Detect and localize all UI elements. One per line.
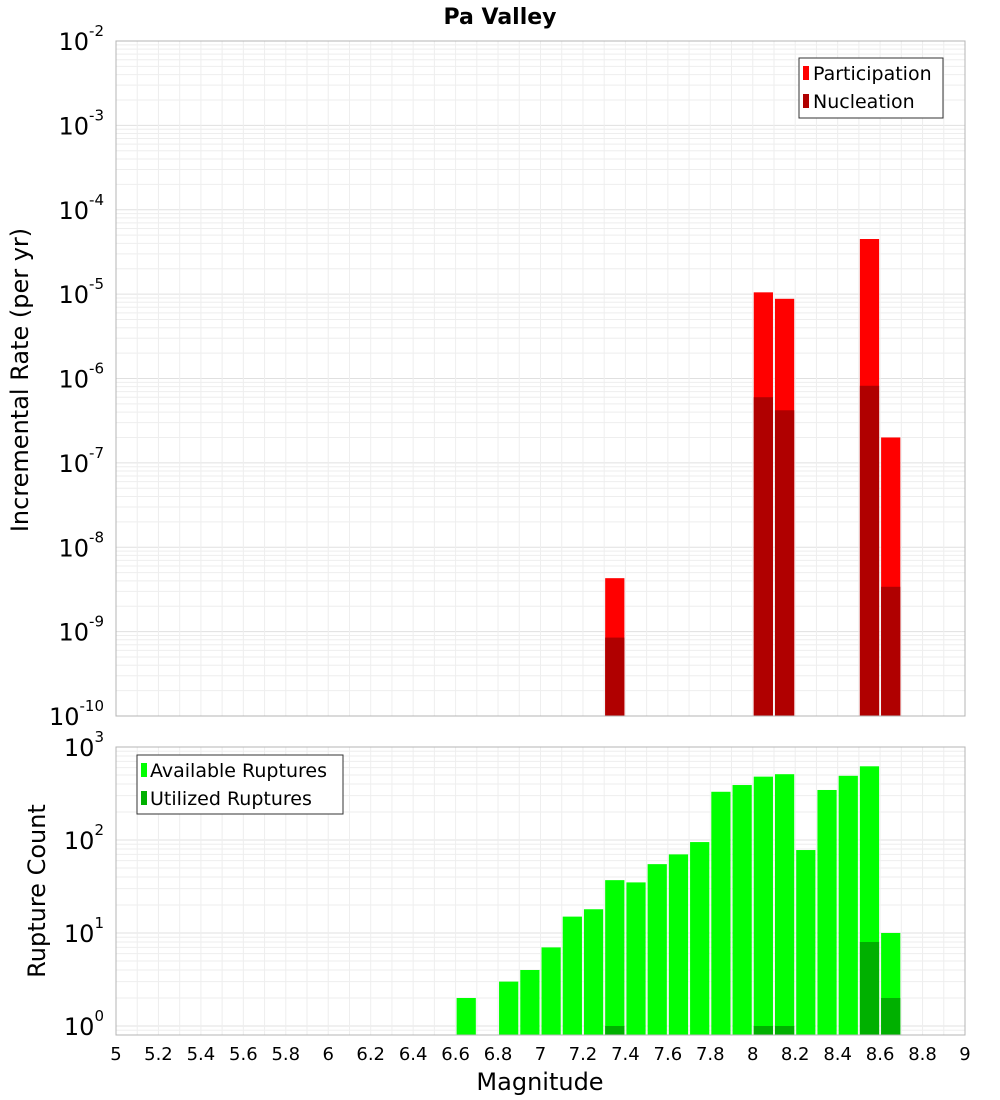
legend-swatch-available bbox=[141, 763, 147, 777]
x-tick-label: 7 bbox=[535, 1044, 546, 1065]
x-tick-label: 7.4 bbox=[611, 1044, 640, 1065]
x-tick-label: 5.4 bbox=[187, 1044, 216, 1065]
top-grid bbox=[115, 40, 966, 717]
bottom-y-tick-labels: 100 101 102 103 bbox=[64, 728, 104, 1041]
available-ruptures-bar bbox=[626, 882, 646, 1035]
available-ruptures-bar bbox=[690, 842, 710, 1035]
legend-swatch-participation bbox=[803, 66, 809, 80]
x-tick-label: 5.2 bbox=[144, 1044, 173, 1065]
y-tick-label: 10-2 bbox=[58, 22, 104, 56]
y-tick-label: 102 bbox=[64, 821, 104, 855]
x-tick-label: 8.8 bbox=[908, 1044, 937, 1065]
x-tick-label: 9 bbox=[959, 1044, 970, 1065]
utilized-ruptures-bar bbox=[774, 1025, 795, 1035]
bottom-legend-box bbox=[136, 754, 344, 815]
x-tick-label: 5 bbox=[110, 1044, 121, 1065]
legend-label-participation: Participation bbox=[813, 63, 932, 85]
available-ruptures-bar bbox=[456, 997, 476, 1035]
y-tick-label: 10-10 bbox=[49, 697, 104, 731]
x-tick-label: 6.2 bbox=[356, 1044, 385, 1065]
available-ruptures-bar bbox=[753, 776, 773, 1035]
utilized-ruptures-bar bbox=[605, 1025, 625, 1035]
available-ruptures-bar bbox=[605, 880, 625, 1035]
nucleation-bar bbox=[859, 385, 880, 716]
bottom-legend: Available Ruptures Utilized Ruptures bbox=[136, 754, 344, 815]
y-tick-label: 103 bbox=[64, 728, 104, 762]
legend-swatch-nucleation bbox=[803, 94, 809, 108]
available-ruptures-bar bbox=[817, 789, 837, 1035]
legend-swatch-utilized bbox=[141, 791, 147, 805]
nucleation-bar bbox=[774, 410, 795, 716]
y-tick-label: 100 bbox=[64, 1007, 104, 1041]
x-tick-label: 7.8 bbox=[696, 1044, 725, 1065]
y-tick-label: 101 bbox=[64, 914, 104, 948]
available-ruptures-bar bbox=[711, 791, 731, 1035]
available-ruptures-bar bbox=[520, 969, 540, 1035]
top-y-tick-labels: 10-10 10-9 10-8 10-7 10-6 10-5 10-4 10-3 10-2 bbox=[49, 22, 104, 731]
x-tick-label: 6.8 bbox=[484, 1044, 513, 1065]
top-legend: Participation Nucleation bbox=[798, 57, 944, 119]
y-tick-label: 10-3 bbox=[58, 106, 104, 140]
y-tick-label: 10-6 bbox=[58, 360, 104, 394]
available-ruptures-bar bbox=[774, 774, 795, 1035]
available-ruptures-bar bbox=[562, 916, 582, 1035]
available-ruptures-bar bbox=[732, 785, 752, 1035]
top-legend-box bbox=[798, 57, 944, 119]
available-ruptures-bar bbox=[796, 850, 816, 1035]
available-ruptures-bar bbox=[838, 775, 858, 1035]
x-tick-label: 6.6 bbox=[441, 1044, 470, 1065]
utilized-ruptures-bar bbox=[753, 1025, 773, 1035]
top-plot-frame bbox=[115, 40, 966, 717]
bottom-plot-frame bbox=[115, 746, 966, 1036]
x-tick-label: 8.4 bbox=[823, 1044, 852, 1065]
utilized-ruptures-bar bbox=[881, 997, 901, 1035]
x-tick-label: 5.8 bbox=[271, 1044, 300, 1065]
available-ruptures-bar bbox=[499, 981, 519, 1035]
x-tick-label: 8.6 bbox=[866, 1044, 895, 1065]
available-ruptures-bar bbox=[668, 854, 689, 1035]
x-tick-label: 7.2 bbox=[569, 1044, 598, 1065]
nucleation-bar bbox=[605, 637, 625, 716]
x-axis-label: Magnitude bbox=[476, 1068, 603, 1096]
x-tick-label: 6 bbox=[323, 1044, 334, 1065]
available-ruptures-bar bbox=[583, 909, 604, 1035]
nucleation-bar bbox=[753, 397, 773, 716]
x-tick-label: 6.4 bbox=[399, 1044, 428, 1065]
y-tick-label: 10-8 bbox=[58, 528, 104, 562]
nucleation-bar bbox=[881, 586, 901, 716]
y-tick-label: 10-9 bbox=[58, 613, 104, 647]
legend-label-available: Available Ruptures bbox=[150, 760, 327, 782]
bottom-y-axis-label: Rupture Count bbox=[23, 804, 51, 978]
x-tick-label: 5.6 bbox=[229, 1044, 258, 1065]
top-bars bbox=[605, 239, 901, 716]
utilized-ruptures-bar bbox=[859, 942, 880, 1035]
y-tick-label: 10-5 bbox=[58, 275, 104, 309]
x-tick-label: 8 bbox=[747, 1044, 758, 1065]
y-tick-label: 10-7 bbox=[58, 444, 104, 478]
y-tick-label: 10-4 bbox=[58, 191, 104, 225]
available-ruptures-bar bbox=[647, 864, 667, 1035]
x-tick-label: 8.2 bbox=[781, 1044, 810, 1065]
x-tick-labels: 5 5.2 5.4 5.6 5.8 6 6.2 6.4 6.6 6.8 7 7.2 7.4 7.6 7.8 8… bbox=[110, 1044, 970, 1065]
bottom-bars bbox=[456, 766, 901, 1035]
chart-title: Pa Valley bbox=[443, 5, 556, 30]
top-y-axis-label: Incremental Rate (per yr) bbox=[6, 228, 34, 532]
legend-label-utilized: Utilized Ruptures bbox=[150, 788, 312, 810]
legend-label-nucleation: Nucleation bbox=[813, 91, 915, 113]
available-ruptures-bar bbox=[541, 947, 561, 1035]
x-tick-label: 7.6 bbox=[654, 1044, 683, 1065]
